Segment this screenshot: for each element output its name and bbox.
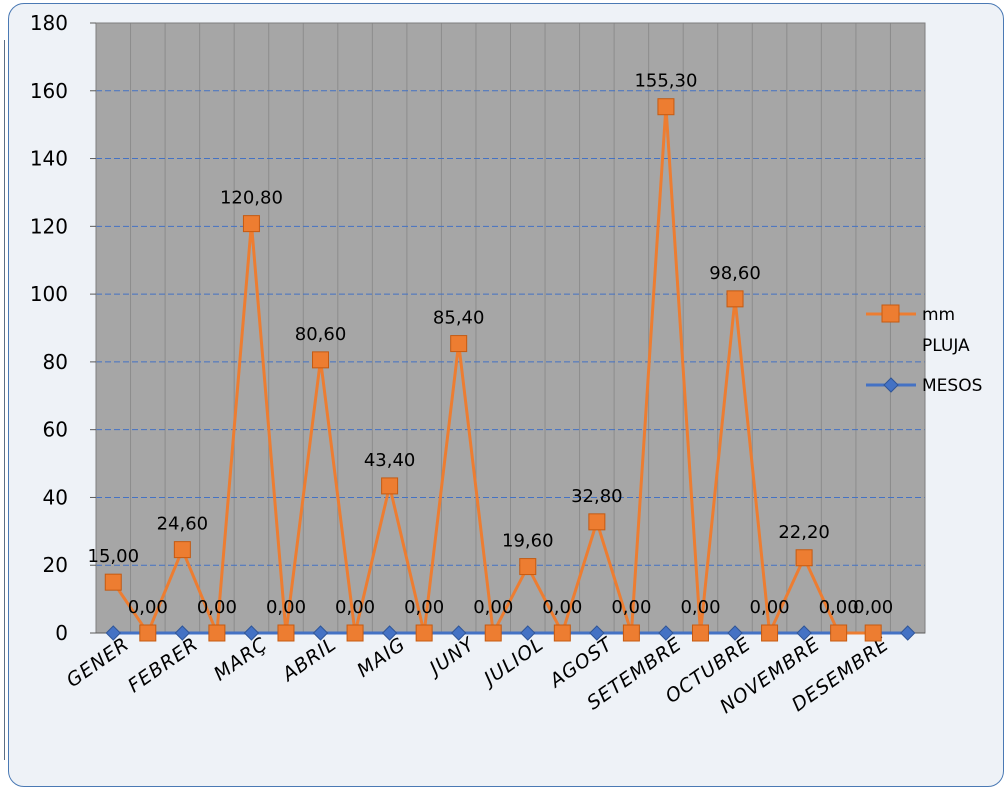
legend-swatch-marker-pluja — [881, 304, 900, 323]
legend-swatch-marker-mesos — [883, 377, 899, 393]
pluja-data-label: 98,60 — [709, 263, 761, 284]
data-labels: 15,00 0,00 24,60 0,00 120,80 0,00 80,60 0,00 43,… — [88, 71, 894, 618]
pluja-marker — [139, 624, 157, 642]
mesos-marker — [450, 625, 467, 641]
mesos-marker — [589, 625, 605, 641]
y-tick-label: 100 — [30, 282, 68, 306]
y-tick-label: 160 — [30, 79, 68, 103]
pluja-data-label: 43,40 — [364, 450, 416, 471]
pluja-data-label: 22,20 — [778, 522, 830, 543]
pluja-data-label: 0,00 — [335, 597, 375, 618]
pluja-marker — [312, 351, 330, 369]
pluja-data-label: 0,00 — [819, 597, 859, 618]
mesos-marker — [381, 625, 398, 641]
pluja-marker — [450, 335, 468, 353]
pluja-marker — [208, 624, 226, 642]
x-category-label: JULIOL — [477, 633, 548, 692]
x-category-label: FEBRER — [124, 633, 202, 697]
pluja-marker — [657, 98, 675, 116]
y-tick-label: 180 — [30, 11, 68, 35]
pluja-marker — [519, 558, 537, 576]
legend-label-mm: mm — [922, 305, 955, 325]
pluja-data-label: 0,00 — [853, 597, 893, 618]
x-category-label: GENER — [63, 633, 134, 692]
pluja-data-label: 0,00 — [197, 597, 237, 618]
pluja-marker — [104, 573, 122, 591]
mesos-marker — [658, 625, 674, 641]
pluja-marker — [588, 513, 606, 531]
mesos-marker — [727, 625, 743, 641]
pluja-marker — [691, 624, 709, 642]
legend-label-pluja: PLUJA — [922, 336, 970, 356]
pluja-marker — [346, 624, 364, 642]
y-tick-label: 120 — [30, 214, 68, 238]
pluja-marker — [622, 624, 640, 642]
y-tick-label: 140 — [30, 147, 68, 171]
mesos-marker — [174, 625, 191, 641]
gridlines — [96, 23, 925, 633]
pluja-marker — [761, 624, 779, 642]
pluja-marker — [726, 290, 744, 308]
mesos-marker — [243, 625, 260, 641]
pluja-data-label: 0,00 — [611, 597, 651, 618]
pluja-marker — [795, 549, 813, 567]
pluja-data-label: 0,00 — [680, 597, 720, 618]
pluja-marker — [830, 624, 848, 642]
y-tick-label: 0 — [55, 621, 68, 645]
pluja-data-label: 120,80 — [220, 188, 283, 209]
pluja-data-label: 0,00 — [128, 597, 168, 618]
mesos-marker — [520, 625, 536, 641]
pluja-data-label: 155,30 — [634, 71, 697, 92]
y-tick-label: 60 — [43, 418, 68, 442]
y-tick-label: 40 — [43, 485, 68, 509]
pluja-marker — [484, 624, 502, 642]
pluja-data-label: 32,80 — [571, 486, 623, 507]
mesos-marker — [900, 625, 916, 641]
pluja-data-label: 0,00 — [542, 597, 582, 618]
pluja-marker — [415, 624, 433, 642]
left-edge-line — [4, 40, 5, 760]
pluja-data-label: 0,00 — [404, 597, 444, 618]
y-tick-label: 80 — [43, 350, 68, 374]
series-markers — [104, 98, 916, 642]
y-tick-label: 20 — [43, 553, 68, 577]
legend: mm PLUJA MESOS — [866, 304, 982, 396]
pluja-marker — [173, 541, 191, 559]
pluja-marker — [381, 477, 399, 495]
pluja-data-label: 85,40 — [433, 308, 485, 329]
pluja-data-label: 0,00 — [473, 597, 513, 618]
pluja-marker — [553, 624, 571, 642]
pluja-data-label: 15,00 — [88, 546, 140, 567]
pluja-data-label: 0,00 — [266, 597, 306, 618]
mesos-marker — [312, 625, 329, 641]
mesos-marker — [105, 625, 121, 641]
pluja-marker — [242, 215, 260, 233]
pluja-data-label: 80,60 — [295, 324, 347, 345]
pluja-data-label: 0,00 — [750, 597, 790, 618]
pluja-marker — [277, 624, 295, 642]
pluja-data-label: 24,60 — [157, 514, 209, 535]
legend-label-mesos: MESOS — [922, 376, 982, 396]
pluja-marker — [864, 624, 882, 642]
mesos-marker — [796, 625, 812, 641]
pluja-data-label: 19,60 — [502, 531, 554, 552]
